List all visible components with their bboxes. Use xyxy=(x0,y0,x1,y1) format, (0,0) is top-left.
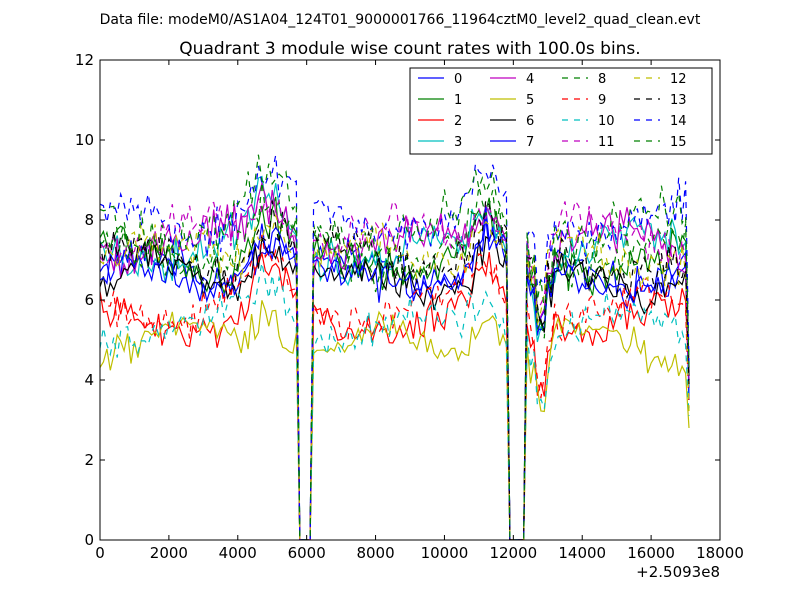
legend-box xyxy=(409,67,713,155)
series-line-8 xyxy=(100,182,690,540)
x-tick-label: 16000 xyxy=(627,544,675,562)
x-tick-label: 6000 xyxy=(288,544,326,562)
legend-label-14: 14 xyxy=(670,114,687,129)
legend-label-1: 1 xyxy=(454,93,462,108)
series-line-4 xyxy=(100,181,690,540)
legend-label-4: 4 xyxy=(526,72,534,87)
figure-suptitle: Data file: modeM0/AS1A04_124T01_90000017… xyxy=(100,12,701,28)
legend-label-7: 7 xyxy=(526,135,534,150)
legend-label-6: 6 xyxy=(526,114,534,129)
series-line-9 xyxy=(100,234,690,540)
legend-label-0: 0 xyxy=(454,72,462,87)
legend-label-10: 10 xyxy=(598,114,615,129)
legend-label-8: 8 xyxy=(598,72,606,87)
series-line-10 xyxy=(100,262,690,540)
x-tick-label: 2000 xyxy=(150,544,188,562)
legend-label-12: 12 xyxy=(670,72,687,87)
legend-label-2: 2 xyxy=(454,114,462,129)
x-tick-label: 0 xyxy=(95,544,105,562)
y-tick-label: 4 xyxy=(84,371,94,389)
legend-label-15: 15 xyxy=(670,135,687,150)
legend-label-11: 11 xyxy=(598,135,615,150)
y-tick-label: 0 xyxy=(84,531,94,549)
legend-label-3: 3 xyxy=(454,135,462,150)
series-line-13 xyxy=(100,198,690,540)
x-tick-label: 10000 xyxy=(421,544,469,562)
series-line-2 xyxy=(100,251,690,540)
x-tick-label: 4000 xyxy=(219,544,257,562)
x-axis-offset-label: +2.5093e8 xyxy=(636,563,720,581)
legend-label-13: 13 xyxy=(670,93,687,108)
legend-label-5: 5 xyxy=(526,93,534,108)
chart-title: Quadrant 3 module wise count rates with … xyxy=(179,39,640,59)
series-line-3 xyxy=(100,175,690,540)
y-tick-label: 10 xyxy=(75,131,94,149)
x-tick-label: 12000 xyxy=(489,544,537,562)
x-tick-label: 14000 xyxy=(558,544,606,562)
y-tick-label: 6 xyxy=(84,291,94,309)
y-tick-label: 2 xyxy=(84,451,94,469)
x-tick-label: 18000 xyxy=(696,544,744,562)
x-tick-label: 8000 xyxy=(356,544,394,562)
y-tick-label: 12 xyxy=(75,51,94,69)
series-line-6 xyxy=(100,231,690,540)
plot-frame xyxy=(99,59,721,541)
series-layer xyxy=(100,154,690,540)
x-tick-labels: 0 2000 4000 6000 8000 10000 12000 14000 16000 180… xyxy=(95,544,744,562)
series-line-15 xyxy=(100,154,690,540)
y-tick-labels: 0 2 4 6 8 10 12 xyxy=(75,51,94,549)
y-tick-label: 8 xyxy=(84,211,94,229)
legend-label-9: 9 xyxy=(598,93,606,108)
